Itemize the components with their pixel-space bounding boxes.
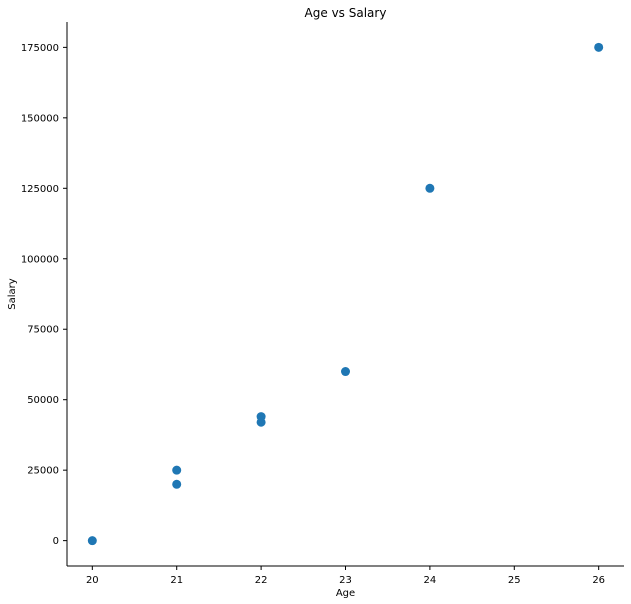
axes [66, 22, 624, 567]
data-point [256, 412, 266, 422]
y-tick-label: 25000 [27, 466, 59, 477]
x-axis-label: Age [336, 588, 355, 599]
y-tick-label: 0 [53, 536, 59, 547]
x-tick-label: 21 [170, 575, 183, 586]
y-tick-label: 50000 [27, 395, 59, 406]
chart-title: Age vs Salary [305, 6, 387, 20]
y-tick-label: 175000 [21, 43, 59, 54]
data-point [594, 42, 604, 52]
x-tick-label: 24 [424, 575, 437, 586]
x-tick-label: 26 [592, 575, 605, 586]
x-tick-label: 22 [255, 575, 268, 586]
x-tick-label: 20 [86, 575, 99, 586]
data-point [172, 479, 182, 489]
y-axis-label: Salary [7, 278, 18, 309]
y-tick-label: 75000 [27, 325, 59, 336]
x-tick-label: 25 [508, 575, 521, 586]
y-tick-label: 125000 [21, 184, 59, 195]
data-point [172, 465, 182, 475]
data-point [87, 536, 97, 546]
y-ticks: 0 25000 50000 75000 100000 125000 150000 175000 [21, 43, 67, 547]
x-tick-label: 23 [339, 575, 352, 586]
data-point [341, 367, 350, 377]
data-points [87, 42, 604, 546]
y-tick-label: 150000 [21, 113, 59, 124]
y-tick-label: 100000 [21, 254, 59, 265]
data-point [425, 183, 435, 193]
x-ticks: 20 21 22 23 24 25 26 [86, 566, 605, 586]
